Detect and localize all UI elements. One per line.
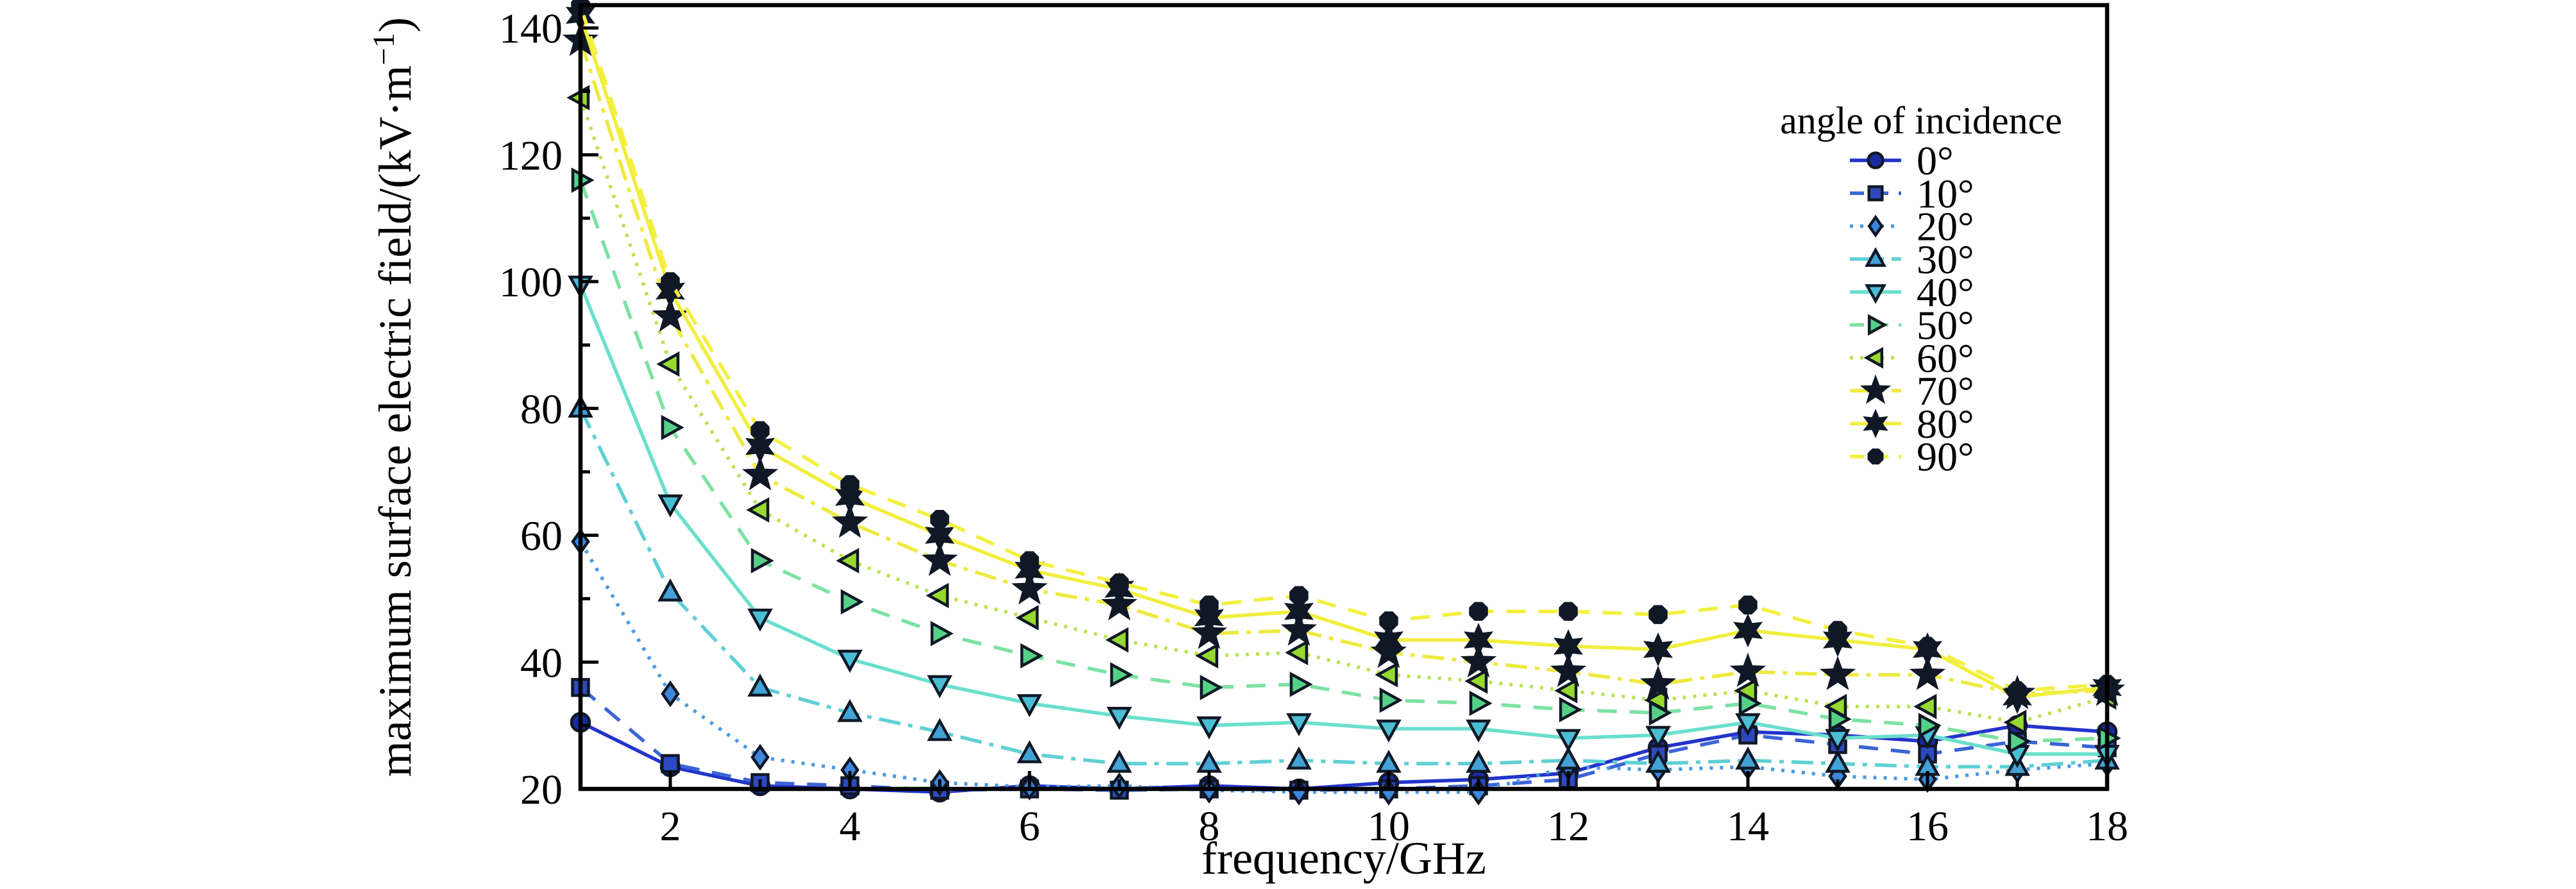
series-50deg [571, 167, 2121, 754]
series-90deg [571, 0, 2117, 700]
x-tick-label: 4 [840, 803, 861, 850]
legend-item-label: 20° [1917, 204, 1974, 250]
legend: angle of incidence0°10°20°30°40°50°60°70… [1780, 99, 2062, 480]
legend-item-label: 40° [1917, 269, 1974, 315]
plot-frame [578, 3, 2110, 792]
legend-item-label: 90° [1917, 434, 1974, 480]
legend-item-label: 70° [1917, 368, 1974, 414]
legend-item-40deg: 40° [1850, 269, 1974, 315]
axis-ticks [579, 26, 2109, 791]
legend-item-label: 80° [1917, 401, 1974, 446]
x-axis-label: frequency/GHz [1201, 833, 1486, 884]
legend-item-label: 10° [1917, 171, 1974, 216]
y-tick-label: 60 [520, 513, 563, 560]
x-tick-label: 18 [2086, 803, 2128, 850]
legend-item-label: 50° [1917, 303, 1974, 348]
x-tick-label: 6 [1019, 803, 1040, 850]
x-tick-label: 2 [660, 803, 681, 850]
x-tick-label: 10 [1368, 803, 1410, 850]
legend-item-10deg: 10° [1850, 171, 1974, 216]
y-tick-label: 100 [499, 259, 563, 306]
legend-title: angle of incidence [1780, 99, 2062, 142]
legend-item-80deg: 80° [1850, 401, 1974, 446]
legend-item-50deg: 50° [1850, 303, 1974, 348]
x-tick-label: 12 [1547, 803, 1589, 850]
y-tick-label: 20 [520, 766, 563, 813]
series-80deg [565, 0, 2123, 715]
series-40deg [568, 275, 2120, 768]
legend-item-label: 0° [1917, 138, 1954, 183]
y-tick-label: 80 [520, 386, 563, 433]
y-tick-label: 140 [499, 6, 563, 53]
y-tick-label: 40 [520, 639, 563, 686]
x-tick-label: 14 [1727, 803, 1769, 850]
legend-item-70deg: 70° [1850, 368, 1974, 414]
legend-item-0deg: 0° [1850, 138, 1954, 183]
legend-item-label: 60° [1917, 335, 1974, 381]
legend-item-30deg: 30° [1850, 237, 1974, 282]
legend-item-90deg: 90° [1850, 434, 1974, 480]
y-axis-label: maximum surface electric field/(kV·m−1) [367, 17, 421, 777]
legend-item-label: 30° [1917, 237, 1974, 282]
x-tick-label: 8 [1199, 803, 1220, 850]
x-tick-label: 16 [1906, 803, 1949, 850]
y-tick-label: 120 [499, 132, 563, 179]
legend-item-20deg: 20° [1850, 204, 1974, 250]
legend-item-60deg: 60° [1850, 335, 1974, 381]
series-30deg [568, 394, 2120, 776]
